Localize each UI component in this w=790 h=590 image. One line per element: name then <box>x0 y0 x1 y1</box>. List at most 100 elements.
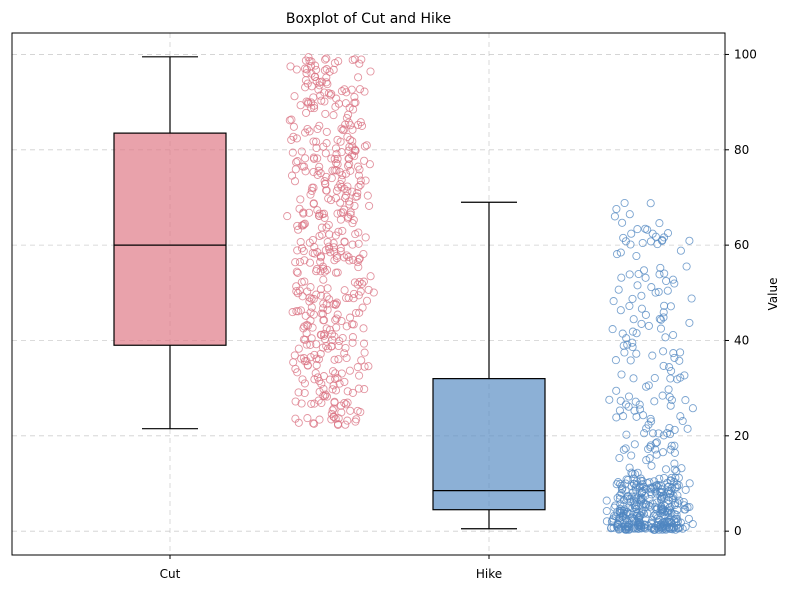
jitter-point <box>346 166 355 175</box>
jitter-point <box>342 251 351 260</box>
jitter-point <box>616 479 625 488</box>
y-axis-label: Value <box>766 278 780 311</box>
jitter-point <box>354 182 363 191</box>
jitter-point <box>348 240 357 249</box>
plot-frame <box>11 32 726 556</box>
jitter-point <box>327 409 336 418</box>
jitter-point <box>297 278 306 287</box>
jitter-point <box>643 479 652 488</box>
jitter-point <box>661 333 670 342</box>
jitter-point <box>322 78 331 87</box>
jitter-point <box>354 73 363 82</box>
jitter-point <box>638 477 647 486</box>
jitter-point <box>631 503 640 512</box>
jitter-point <box>348 388 357 397</box>
box-hike <box>432 201 546 530</box>
jitter-point <box>670 279 679 288</box>
jitter-point <box>298 162 307 171</box>
jitter-point <box>667 366 676 376</box>
jitter-point <box>629 524 638 533</box>
jitter-point <box>345 160 354 169</box>
jitter-point <box>362 296 372 305</box>
jitter-point <box>622 430 631 439</box>
jitter-point <box>322 342 331 351</box>
jitter-point <box>320 97 329 106</box>
jitter-point <box>310 350 319 359</box>
jitter-point <box>635 400 644 409</box>
jitter-point <box>297 399 306 408</box>
jitter-point <box>651 288 660 297</box>
jitter-point <box>313 154 322 163</box>
jitter-point <box>612 250 622 259</box>
jitter-point <box>344 252 353 262</box>
jitter-point <box>644 420 653 429</box>
jitter-point <box>618 515 627 525</box>
jitter-point <box>618 218 627 227</box>
box-cut <box>113 56 227 430</box>
jitter-point <box>353 192 362 201</box>
jitter-point <box>319 316 328 325</box>
x-tick-label: Cut <box>160 567 181 581</box>
jitter-point <box>299 209 308 218</box>
jitter-point <box>614 285 623 294</box>
jitter-point <box>330 397 339 406</box>
jitter-point <box>349 320 358 329</box>
jitter-point <box>680 371 689 380</box>
jitter-point <box>684 514 693 523</box>
jitter-point <box>640 429 649 438</box>
jitter-point <box>661 506 670 516</box>
jitter-point <box>302 321 311 330</box>
jitter-point <box>625 270 634 279</box>
jitter-point <box>633 281 642 290</box>
jitter-point <box>365 160 374 169</box>
jitter-point <box>309 183 318 192</box>
jitter-point <box>310 154 319 163</box>
jitter-point <box>292 267 301 276</box>
jitter-point <box>333 154 342 163</box>
jitter-point <box>304 98 313 107</box>
jitter-point <box>356 287 365 296</box>
jitter-point <box>302 97 311 106</box>
jitter-point <box>294 344 303 353</box>
jitter-point <box>687 294 696 303</box>
jitter-point <box>341 169 351 178</box>
jitter-point <box>621 444 630 453</box>
jitter-point <box>343 398 352 407</box>
jitter-point <box>332 251 341 260</box>
jitter-point <box>362 141 371 150</box>
jitter-point <box>323 284 332 293</box>
jitter-point <box>345 197 354 206</box>
jitter-point <box>628 342 637 352</box>
jitter-point <box>325 295 334 304</box>
jitter-point <box>360 87 369 96</box>
jitter-point <box>609 297 618 306</box>
jitter-point <box>688 519 697 529</box>
jitter-point <box>356 118 365 127</box>
jitter-point <box>658 525 667 534</box>
jitter-point <box>624 392 634 401</box>
jitter-point <box>685 318 694 327</box>
jitter-point <box>621 400 631 409</box>
jitter-point <box>632 481 641 490</box>
jitter-point <box>325 67 334 76</box>
jitter-point <box>307 334 316 343</box>
jitter-point <box>333 310 342 319</box>
jitter-point <box>659 233 669 242</box>
jitter-point <box>298 375 307 384</box>
jitter-point <box>315 415 324 424</box>
jitter-point <box>307 303 316 312</box>
jitter-point <box>334 355 343 364</box>
jitter-point <box>678 416 687 426</box>
jitter-point <box>314 85 323 94</box>
jitter-point <box>625 210 634 219</box>
jitter-point <box>668 523 677 532</box>
jitter-point <box>358 303 367 312</box>
jitter-point <box>663 229 673 238</box>
jitter-point <box>328 367 338 376</box>
jitter-point <box>654 429 663 438</box>
jitter-point <box>314 396 323 405</box>
jitter-point <box>315 162 324 171</box>
jitter-point <box>610 212 619 221</box>
jitter-point <box>335 336 344 346</box>
jitter-point <box>612 204 621 214</box>
